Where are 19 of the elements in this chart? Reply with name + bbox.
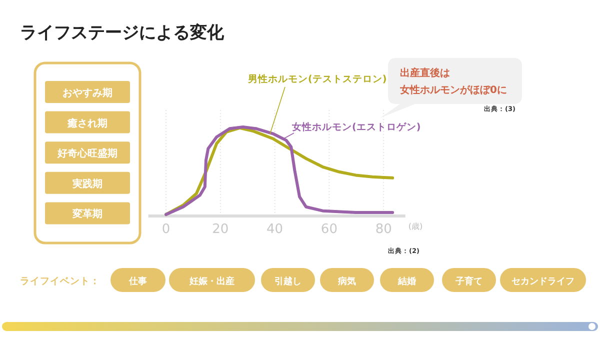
- text: セカンドライフ: [512, 277, 574, 287]
- text: 妊娠・出産: [188, 276, 234, 287]
- text: ライフイベント：: [20, 276, 100, 287]
- text: 癒され期: [66, 117, 108, 130]
- text: おやすみ期: [62, 87, 112, 99]
- text: 女性ホルモンがほぼ0に: [399, 84, 507, 96]
- chart-title: ライフステージによる変化: [20, 23, 225, 43]
- text: 仕事: [128, 276, 147, 287]
- x-axis-title: (歳): [408, 222, 423, 231]
- text: 引越し: [274, 276, 302, 287]
- text: 変革期: [72, 208, 102, 220]
- series-label: 女性ホルモン(エストロゲン): [291, 121, 421, 133]
- text: 出産直後は: [400, 67, 450, 79]
- text: 子育て: [454, 275, 482, 287]
- text: 病気: [337, 276, 356, 287]
- text: 好奇心旺盛期: [56, 148, 118, 160]
- text: 結婚: [397, 276, 416, 287]
- text: 男性ホルモン(テストステロン): [247, 73, 387, 85]
- text: 実践期: [72, 178, 102, 190]
